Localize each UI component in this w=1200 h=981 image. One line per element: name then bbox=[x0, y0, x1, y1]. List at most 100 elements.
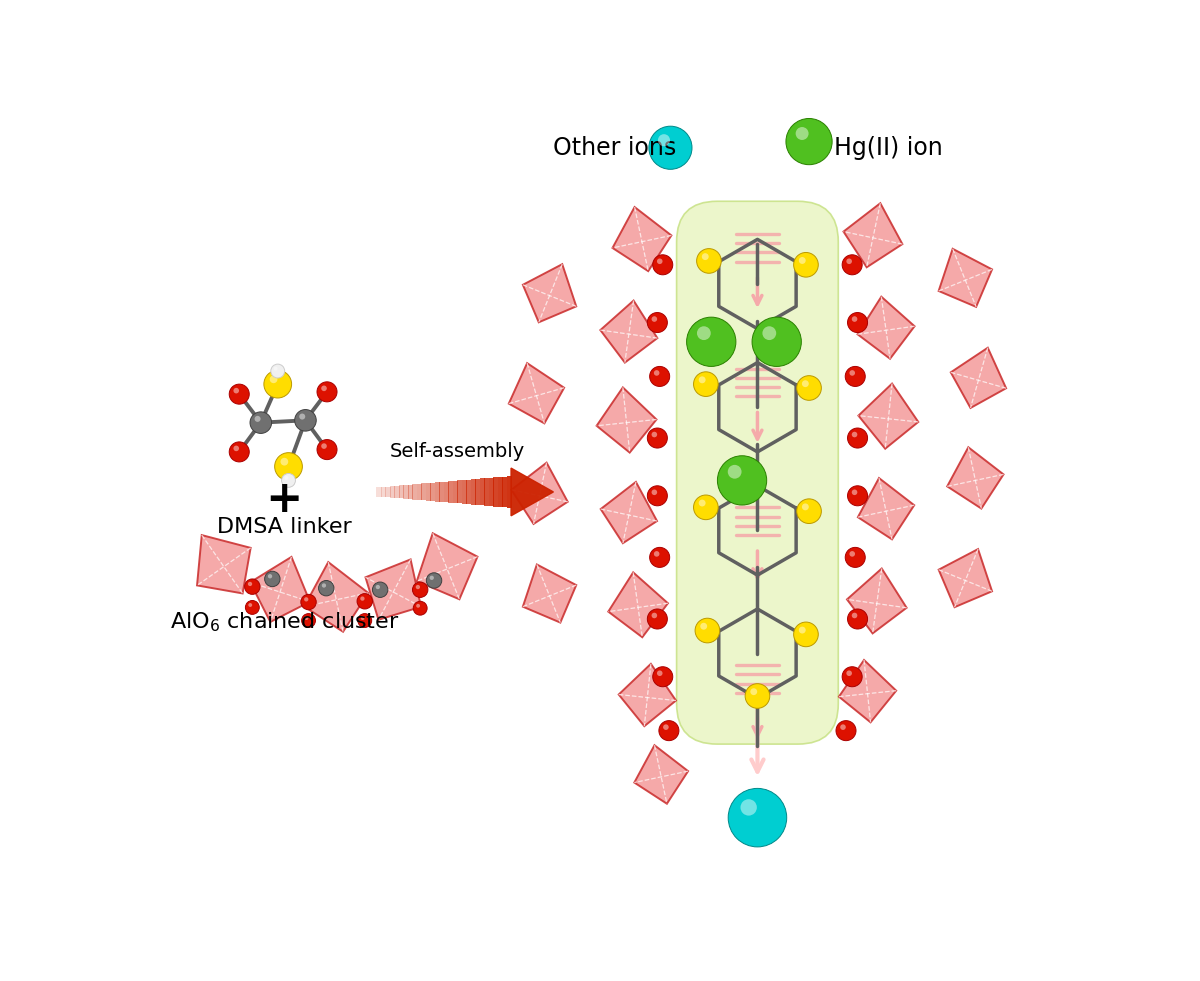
Bar bbox=[502, 477, 508, 507]
Circle shape bbox=[802, 503, 809, 510]
Circle shape bbox=[268, 574, 272, 579]
Circle shape bbox=[430, 576, 434, 580]
Circle shape bbox=[281, 458, 288, 466]
Circle shape bbox=[797, 499, 821, 524]
Circle shape bbox=[647, 486, 667, 506]
Polygon shape bbox=[858, 296, 914, 359]
Circle shape bbox=[842, 255, 862, 275]
Circle shape bbox=[653, 255, 673, 275]
Circle shape bbox=[647, 313, 667, 333]
Circle shape bbox=[652, 432, 658, 438]
Bar bbox=[475, 479, 480, 505]
Circle shape bbox=[317, 439, 337, 460]
Circle shape bbox=[647, 609, 667, 629]
Circle shape bbox=[282, 474, 295, 488]
Polygon shape bbox=[523, 264, 576, 323]
Bar bbox=[462, 480, 467, 504]
Circle shape bbox=[413, 582, 428, 597]
Bar bbox=[377, 488, 382, 496]
Text: DMSA linker: DMSA linker bbox=[216, 517, 352, 538]
Circle shape bbox=[797, 376, 821, 400]
Circle shape bbox=[264, 370, 292, 398]
Circle shape bbox=[727, 465, 742, 479]
Circle shape bbox=[271, 364, 284, 378]
Circle shape bbox=[718, 456, 767, 505]
Bar bbox=[480, 479, 485, 505]
Circle shape bbox=[728, 789, 787, 847]
Circle shape bbox=[786, 119, 832, 165]
Text: Hg(II) ion: Hg(II) ion bbox=[834, 135, 943, 160]
Polygon shape bbox=[601, 482, 658, 543]
FancyArrow shape bbox=[511, 468, 553, 516]
Circle shape bbox=[664, 724, 668, 730]
Bar bbox=[448, 481, 454, 502]
Polygon shape bbox=[938, 249, 992, 307]
Circle shape bbox=[322, 443, 326, 449]
Bar bbox=[439, 482, 444, 502]
Bar bbox=[408, 485, 413, 499]
Circle shape bbox=[793, 252, 818, 277]
Circle shape bbox=[698, 377, 706, 384]
Circle shape bbox=[846, 258, 852, 264]
Circle shape bbox=[376, 585, 380, 590]
Circle shape bbox=[750, 689, 757, 696]
Circle shape bbox=[654, 551, 660, 556]
Bar bbox=[452, 481, 458, 503]
Bar bbox=[488, 478, 494, 506]
Polygon shape bbox=[619, 664, 676, 726]
Circle shape bbox=[318, 581, 334, 595]
Polygon shape bbox=[250, 557, 310, 622]
Polygon shape bbox=[612, 207, 671, 271]
Bar bbox=[466, 480, 472, 504]
Circle shape bbox=[647, 428, 667, 448]
Circle shape bbox=[656, 258, 662, 264]
Circle shape bbox=[752, 317, 802, 367]
Bar bbox=[431, 483, 436, 501]
Circle shape bbox=[358, 613, 372, 628]
Polygon shape bbox=[839, 660, 896, 722]
Polygon shape bbox=[938, 549, 992, 607]
Polygon shape bbox=[600, 300, 658, 363]
Circle shape bbox=[304, 597, 308, 601]
Circle shape bbox=[846, 670, 852, 676]
Circle shape bbox=[686, 317, 736, 367]
Bar bbox=[413, 485, 418, 499]
Circle shape bbox=[836, 721, 856, 741]
Polygon shape bbox=[858, 384, 918, 448]
Polygon shape bbox=[947, 447, 1003, 508]
Circle shape bbox=[265, 571, 280, 587]
Circle shape bbox=[317, 382, 337, 402]
Bar bbox=[444, 482, 449, 502]
Polygon shape bbox=[509, 363, 564, 424]
Polygon shape bbox=[416, 534, 478, 599]
Circle shape bbox=[694, 372, 718, 396]
Circle shape bbox=[652, 613, 658, 618]
Circle shape bbox=[740, 800, 757, 815]
Text: AlO$_6$ chained cluster: AlO$_6$ chained cluster bbox=[170, 611, 400, 635]
Circle shape bbox=[796, 127, 809, 140]
Circle shape bbox=[847, 313, 868, 333]
Bar bbox=[385, 487, 390, 497]
Circle shape bbox=[762, 327, 776, 340]
Bar bbox=[421, 484, 426, 500]
FancyBboxPatch shape bbox=[677, 201, 839, 745]
Circle shape bbox=[852, 316, 857, 322]
Text: Self-assembly: Self-assembly bbox=[390, 442, 524, 461]
Bar bbox=[470, 480, 476, 504]
Bar bbox=[426, 483, 431, 500]
Polygon shape bbox=[523, 564, 576, 623]
Circle shape bbox=[250, 412, 271, 434]
Polygon shape bbox=[305, 562, 368, 632]
Circle shape bbox=[270, 376, 277, 384]
Polygon shape bbox=[847, 569, 907, 634]
Circle shape bbox=[852, 490, 857, 495]
Bar bbox=[484, 478, 490, 506]
Circle shape bbox=[299, 414, 305, 420]
Circle shape bbox=[852, 432, 857, 438]
Polygon shape bbox=[844, 203, 902, 267]
Circle shape bbox=[229, 441, 250, 462]
Circle shape bbox=[301, 613, 316, 628]
Circle shape bbox=[234, 445, 239, 451]
Polygon shape bbox=[366, 559, 421, 620]
Circle shape bbox=[416, 604, 420, 607]
